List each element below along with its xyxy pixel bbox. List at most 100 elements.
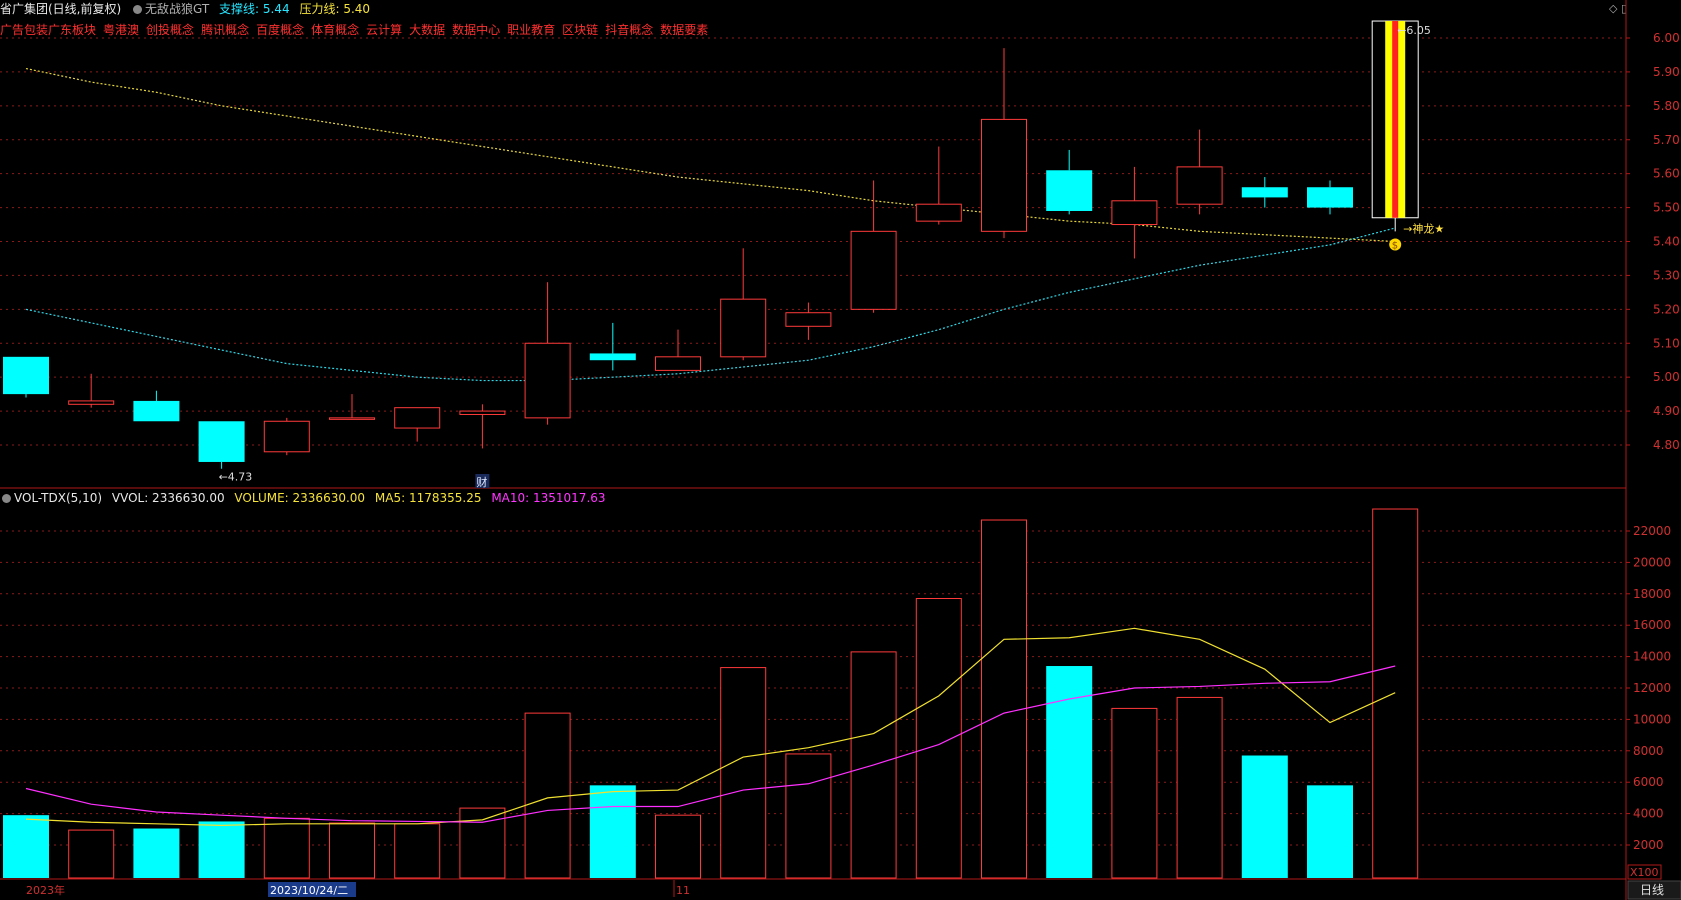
- candle: [850, 180, 897, 313]
- price-tick-label: 5.20: [1653, 302, 1680, 316]
- concept-tag[interactable]: 广东板块: [48, 23, 97, 37]
- layout-icon[interactable]: ▯: [1620, 2, 1627, 15]
- price-tick-label: 5.70: [1653, 133, 1680, 147]
- crosshair-date-box: [268, 882, 356, 897]
- candle: [1307, 180, 1353, 215]
- candle-body: [198, 421, 245, 462]
- candle: [3, 356, 49, 398]
- candle-body: [394, 407, 441, 429]
- candle: [785, 302, 832, 340]
- volume-toggle-icon[interactable]: [2, 494, 11, 503]
- concept-tag[interactable]: 创投概念: [146, 23, 195, 37]
- candle-body: [68, 400, 115, 405]
- period-button[interactable]: 日线: [1640, 883, 1664, 897]
- ma5-value: MA5: 1178355.25: [374, 491, 482, 505]
- volume-indicator-name[interactable]: VOL-TDX(5,10): [14, 491, 103, 505]
- volume-tick-label: 6000: [1633, 775, 1664, 789]
- lower-ma-line: [25, 227, 1396, 382]
- volume-tick-label: 22000: [1633, 524, 1671, 538]
- concept-tag[interactable]: 腾讯概念: [201, 23, 250, 37]
- signal-badge: $: [1392, 241, 1398, 252]
- price-tick-label: 5.50: [1653, 201, 1680, 215]
- x-label-month: 11: [676, 884, 690, 897]
- candle-body: [1046, 170, 1093, 211]
- candle: [133, 390, 180, 422]
- window-controls: ◇ ▯: [1609, 2, 1627, 15]
- concept-tag[interactable]: 职业教育: [507, 23, 556, 37]
- volume-bar: [915, 598, 962, 879]
- volume-bar: [1307, 785, 1353, 878]
- volume-bar: [1176, 696, 1223, 879]
- concept-tag[interactable]: 区块链: [562, 23, 599, 37]
- volume-bar: [133, 828, 180, 878]
- candle-body: [133, 400, 180, 422]
- price-tick-label: 4.90: [1653, 404, 1680, 418]
- concept-tag[interactable]: 数据要素: [660, 23, 709, 37]
- ma10-value: MA10: 1351017.63: [491, 491, 606, 505]
- candle-body: [655, 356, 701, 371]
- high-price-label: ←6.05: [1397, 24, 1431, 37]
- candle: [459, 404, 506, 449]
- candle: [263, 417, 310, 456]
- volume-bar: [68, 829, 115, 879]
- volume-bar: [589, 785, 636, 878]
- indicator-name[interactable]: 无敌战狼GT: [145, 2, 210, 16]
- candle: [68, 373, 115, 408]
- low-price-label: ←4.73: [219, 471, 253, 484]
- unit-label: X100: [1630, 866, 1659, 879]
- volume-value: VOLUME: 2336630.00: [234, 491, 366, 505]
- candle-body: [981, 118, 1027, 232]
- candle-body: [589, 353, 636, 361]
- concept-tag[interactable]: 百度概念: [256, 23, 305, 37]
- concept-list: 广告包装广东板块 粤港澳 创投概念 腾讯概念 百度概念 体育概念 云计算 大数据 数据中心 职业教…: [0, 22, 715, 38]
- volume-bar: [981, 519, 1027, 879]
- candle-body: [1241, 187, 1288, 198]
- volume-tick-label: 10000: [1633, 712, 1671, 726]
- price-tick-label: 5.60: [1653, 167, 1680, 181]
- concept-tag[interactable]: 粤港澳: [103, 23, 140, 37]
- concept-tag[interactable]: 大数据: [409, 23, 446, 37]
- concept-tag[interactable]: 体育概念: [311, 23, 360, 37]
- volume-tick-label: 20000: [1633, 555, 1671, 569]
- ma10-line: [25, 665, 1396, 823]
- price-tick-label: 5.30: [1653, 268, 1680, 282]
- volume-bar: [329, 822, 375, 879]
- candle-body: [1176, 166, 1223, 205]
- signal-bar-core: [1392, 21, 1399, 218]
- diamond-icon[interactable]: ◇: [1608, 2, 1618, 15]
- upper-ma-line: [25, 67, 1396, 243]
- candle-body: [850, 230, 897, 310]
- volume-bar: [720, 667, 767, 879]
- signal-label: →神龙★: [1403, 222, 1444, 236]
- candle: [1241, 177, 1288, 208]
- candle: [1176, 129, 1223, 215]
- concept-tag[interactable]: 云计算: [366, 23, 403, 37]
- stock-title[interactable]: 省广集团(日线,前复权): [0, 2, 122, 16]
- volume-tick-label: 14000: [1633, 650, 1671, 664]
- volume-tick-label: 2000: [1633, 838, 1664, 852]
- concept-tag[interactable]: 广告包装: [0, 23, 49, 37]
- price-tick-label: 5.10: [1653, 336, 1680, 350]
- price-tick-label: 5.00: [1653, 370, 1680, 384]
- volume-bar: [198, 821, 245, 878]
- candle: [720, 248, 767, 361]
- unit-label-box: [1627, 864, 1662, 880]
- candle: [981, 48, 1027, 239]
- volume-bar: [459, 807, 506, 879]
- price-tick-label: 5.90: [1653, 65, 1680, 79]
- volume-bar: [785, 753, 832, 879]
- price-tick-label: 5.40: [1653, 235, 1680, 249]
- support-label: 支撑线:: [219, 2, 260, 16]
- volume-tick-label: 8000: [1633, 744, 1664, 758]
- candle-body: [1111, 200, 1158, 226]
- indicator-toggle-icon[interactable]: [133, 5, 143, 14]
- candle: [1111, 166, 1158, 259]
- volume-bar: [655, 814, 701, 879]
- volume-bar: [1046, 666, 1093, 878]
- concept-tag[interactable]: 数据中心: [452, 23, 501, 37]
- volume-bar: [3, 815, 49, 878]
- concept-tag[interactable]: 抖音概念: [605, 23, 654, 37]
- candle: [198, 421, 245, 469]
- price-tick-label: 4.80: [1653, 438, 1680, 452]
